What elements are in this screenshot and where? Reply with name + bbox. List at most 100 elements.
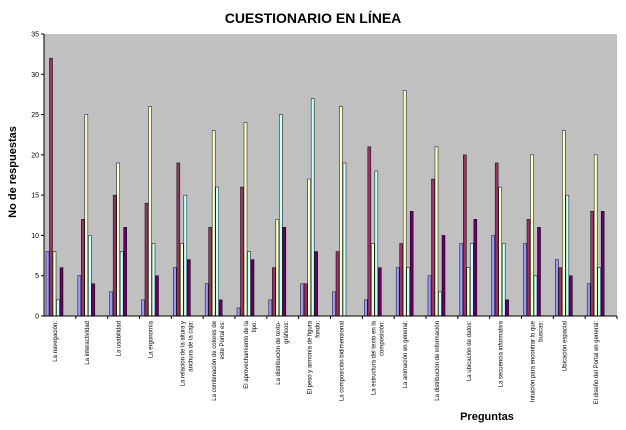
bar xyxy=(537,227,541,317)
bar xyxy=(409,211,414,317)
bar xyxy=(526,219,531,317)
bar xyxy=(533,275,538,317)
bar xyxy=(431,178,435,317)
bar xyxy=(399,243,403,317)
bar xyxy=(183,194,188,317)
x-axis: La navegación: La interactividad La usabil… xyxy=(44,315,618,404)
x-tick-label: anchura de la caja: xyxy=(188,321,194,372)
bar xyxy=(303,283,308,317)
y-tick-label: 5 xyxy=(35,273,39,280)
bar xyxy=(119,251,124,317)
x-tick-label: La interactividad xyxy=(85,321,91,365)
y-tick-label: 25 xyxy=(31,112,39,119)
bar xyxy=(501,243,506,317)
bar xyxy=(310,98,315,317)
bar xyxy=(59,267,64,317)
x-tick-label: La composición bidimensional xyxy=(339,321,345,401)
bar xyxy=(45,251,50,317)
y-tick-label: 35 xyxy=(31,32,39,39)
bar xyxy=(307,178,311,317)
bar xyxy=(530,154,534,317)
x-tick-label: La animación en general: xyxy=(403,321,409,389)
bar xyxy=(371,243,375,317)
x-tick-label: El peso y armonía de figura xyxy=(308,320,314,394)
x-tick-label: La relación de la altura y xyxy=(180,321,186,386)
bar xyxy=(498,186,502,317)
x-tick-label: tipo: xyxy=(252,321,258,333)
x-tick-label: gráficos: xyxy=(284,321,290,344)
bar xyxy=(565,194,570,317)
bar xyxy=(84,114,89,317)
x-tick-label: fondo: xyxy=(316,321,322,338)
x-tick-label: La navegación: xyxy=(53,321,59,362)
bar xyxy=(473,219,478,317)
bar xyxy=(155,275,159,317)
x-tick-label: La ubicación de datos: xyxy=(467,321,473,381)
bar xyxy=(434,146,439,317)
y-tick-label: 20 xyxy=(31,152,39,159)
y-axis: 0 5 10 15 20 25 30 35 xyxy=(31,32,45,321)
bar xyxy=(144,202,149,317)
x-tick-label: La usabilidad xyxy=(117,321,123,356)
bar xyxy=(215,186,219,317)
bar xyxy=(180,243,184,317)
bar xyxy=(211,130,216,317)
bar xyxy=(52,251,57,317)
bar xyxy=(77,275,82,317)
x-tick-label: buscas: xyxy=(538,321,544,342)
chart-title: CUESTIONARIO EN LÍNEA xyxy=(225,10,402,26)
bar xyxy=(600,211,605,317)
bar xyxy=(339,106,343,317)
bar xyxy=(187,259,191,317)
x-tick-label: Ubicación espacial xyxy=(562,321,568,371)
bar xyxy=(272,267,276,317)
bar xyxy=(427,275,432,317)
bar xyxy=(593,154,598,317)
bar xyxy=(123,227,127,317)
bar xyxy=(374,170,379,317)
bar xyxy=(81,219,85,317)
y-tick-label: 10 xyxy=(31,233,39,240)
bar xyxy=(208,227,212,317)
bar xyxy=(463,154,467,317)
x-tick-label: El aprovechamiento de la xyxy=(244,320,250,388)
bar xyxy=(494,162,499,317)
bar xyxy=(279,114,283,317)
bar xyxy=(364,299,368,317)
bar xyxy=(112,194,117,317)
bar xyxy=(505,299,509,317)
x-tick-label: La secuencia informativa xyxy=(499,320,505,387)
bar xyxy=(569,275,573,317)
bar xyxy=(402,90,407,317)
bar xyxy=(597,267,601,317)
bar xyxy=(240,186,244,317)
y-tick-label: 0 xyxy=(35,314,39,321)
bar xyxy=(555,259,559,317)
bar xyxy=(395,267,400,317)
bar xyxy=(109,291,113,317)
plot-area xyxy=(44,34,617,316)
bar xyxy=(236,307,241,317)
x-tick-label: La distribución de texto- xyxy=(276,321,282,385)
x-axis-label: Preguntas xyxy=(460,411,514,423)
x-tick-label: Intuición para encontrar lo que xyxy=(530,320,536,402)
bar xyxy=(378,267,382,317)
x-tick-label: este Portal es: xyxy=(220,321,226,360)
bar xyxy=(173,267,177,317)
y-axis-label: No de respuestas xyxy=(7,126,19,218)
bar xyxy=(523,243,527,317)
bar xyxy=(247,251,251,317)
bar xyxy=(586,283,591,317)
bar xyxy=(268,299,273,317)
bar xyxy=(88,235,92,317)
bar xyxy=(204,283,209,317)
bar xyxy=(116,162,120,317)
bar xyxy=(49,57,53,317)
bar xyxy=(558,267,563,317)
bars xyxy=(45,57,605,317)
bar xyxy=(470,243,474,317)
bar xyxy=(91,283,96,317)
bar xyxy=(466,267,471,317)
bar xyxy=(335,251,340,317)
bar xyxy=(438,291,442,317)
